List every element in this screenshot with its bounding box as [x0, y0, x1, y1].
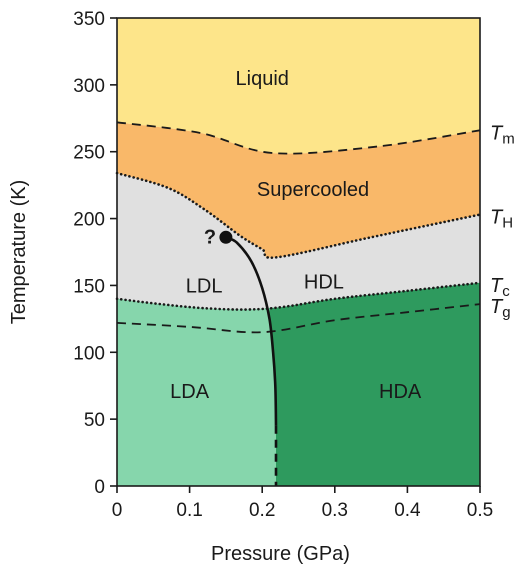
x-tick-label: 0.2 [249, 500, 275, 521]
line-label-tm: Tm [490, 122, 515, 147]
region-lda [117, 298, 276, 486]
x-tick-label: 0 [112, 500, 123, 521]
region-liquid [117, 18, 480, 154]
boundary-tg [116, 303, 481, 334]
y-tick-label: 250 [73, 143, 105, 164]
boundary-layer [115, 121, 482, 334]
y-tick-label: 350 [73, 9, 105, 30]
y-tick-label: 100 [73, 343, 105, 364]
y-tick-label: 200 [73, 210, 105, 231]
x-tick-label: 0.3 [322, 500, 348, 521]
region-label-hdl: HDL [304, 271, 344, 293]
region-supercooled [117, 122, 480, 258]
critical-point-marker [219, 230, 233, 244]
critical-point-layer: ? [204, 226, 233, 248]
region-label-ldl: LDL [186, 275, 223, 297]
axes-layer: 0 0.1 0.2 0.3 0.4 0.5 0 50 100 150 200 250 300 350 Pre… [8, 9, 493, 565]
x-tick-label: 0.4 [394, 500, 421, 521]
region-label-supercooled: Supercooled [257, 179, 369, 201]
line-label-tc: Tc [490, 275, 510, 300]
region-label-liquid: Liquid [236, 68, 289, 90]
amorphous-divide-solid [225, 236, 278, 426]
amorphous-divide-layer [225, 236, 278, 486]
y-tick-label: 300 [73, 76, 105, 97]
y-axis-title: Temperature (K) [8, 180, 30, 325]
plot-frame [116, 17, 481, 487]
line-label-tg: Tg [490, 296, 511, 321]
region-hda [269, 282, 480, 486]
x-tick-label: 0.5 [467, 500, 493, 521]
critical-point-label: ? [204, 226, 216, 248]
region-label-layer: Liquid Supercooled LDL HDL LDA HDA [170, 68, 422, 403]
boundary-tc [115, 281, 482, 311]
y-tick-label: 0 [94, 477, 105, 498]
y-tick-label: 150 [73, 276, 105, 297]
y-tick-label: 50 [84, 410, 105, 431]
region-label-lda: LDA [170, 381, 210, 403]
boundary-th [115, 171, 482, 260]
region-label-hda: HDA [379, 381, 422, 403]
region-ldl-hdl [117, 173, 480, 310]
regions-layer [117, 18, 480, 486]
x-axis-title: Pressure (GPa) [211, 543, 350, 565]
boundary-tm [116, 121, 481, 155]
x-tick-label: 0.1 [176, 500, 202, 521]
line-label-th: TH [490, 207, 513, 232]
